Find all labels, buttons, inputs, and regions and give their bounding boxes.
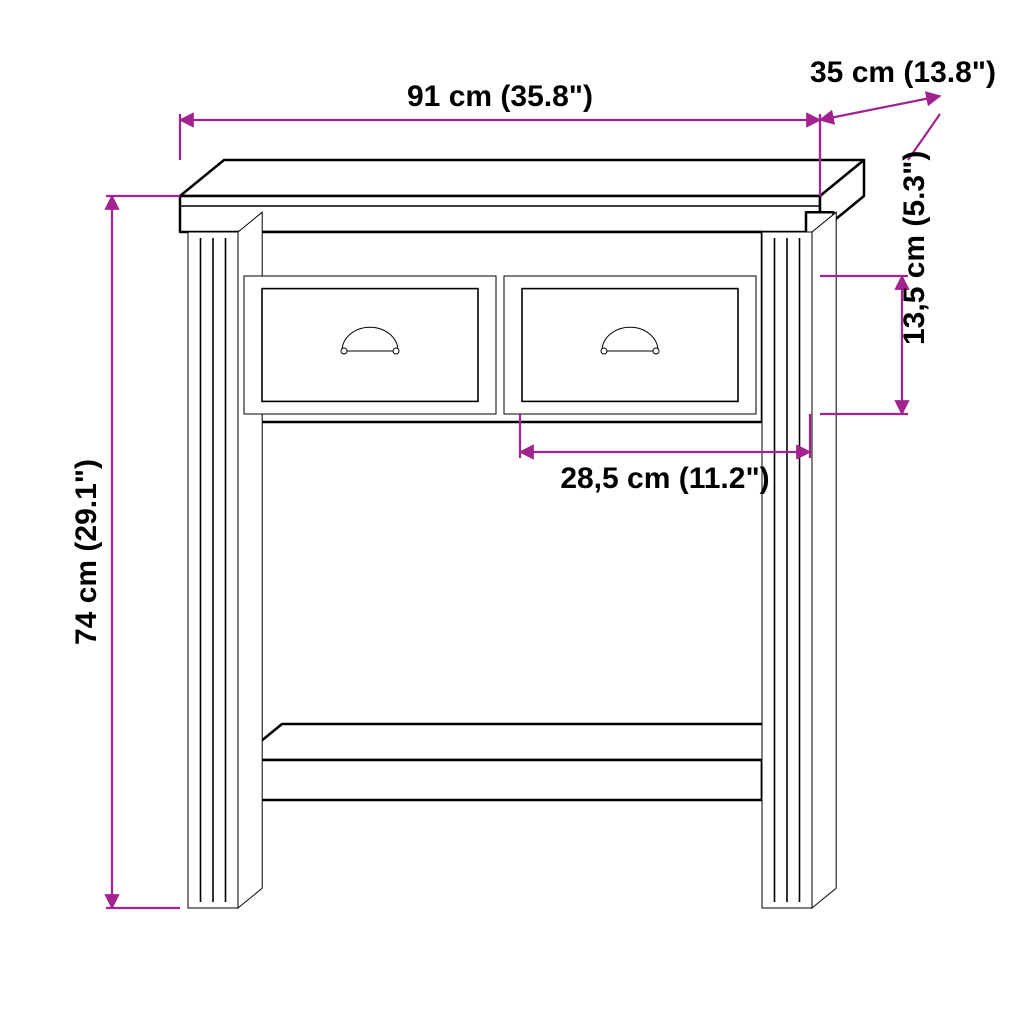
label-drawer-width: 28,5 cm (11.2") (560, 462, 769, 495)
drawer-left (244, 276, 496, 414)
label-width: 91 cm (35.8") (407, 80, 593, 113)
table-line-drawing (180, 160, 864, 908)
lower-shelf-front (238, 760, 762, 800)
label-height: 74 cm (29.1") (70, 459, 103, 645)
lower-shelf-top (238, 724, 806, 760)
dim-width: 91 cm (35.8") (180, 80, 820, 160)
tabletop-front-face (180, 196, 820, 232)
label-drawer-height: 13,5 cm (5.3") (898, 151, 931, 345)
dim-height: 74 cm (29.1") (70, 196, 180, 908)
furniture-dimension-diagram: 91 cm (35.8") 35 cm (13.8") 74 cm (29.1"… (0, 0, 1024, 1024)
drawer-right (504, 276, 756, 414)
label-depth: 35 cm (13.8") (810, 56, 996, 89)
front-right-leg (762, 212, 836, 908)
tabletop-back-face (180, 160, 864, 196)
